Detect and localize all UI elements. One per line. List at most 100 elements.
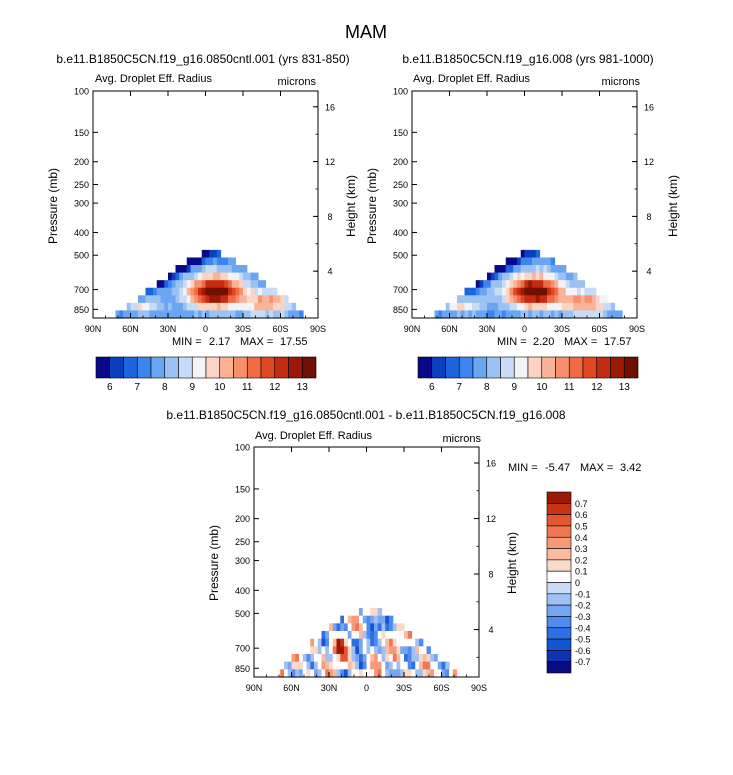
field-cell [468,310,473,319]
field-cell [592,310,597,319]
colorbar-box [546,536,572,549]
field-cell [265,302,270,312]
field-cell [415,638,420,647]
field-cell [573,310,578,319]
field-cell [231,310,237,319]
field-cell [273,302,278,312]
colorbar-box [150,356,166,379]
colorbar-tick-label: 12 [591,382,603,393]
colorbar-tick-label: 6 [107,382,113,393]
field-cell [325,669,330,678]
field-cell [186,287,192,296]
field-cell [513,302,518,312]
field-cell [141,302,147,312]
max-label: MAX = [580,462,613,474]
field-cell [487,295,492,304]
colorbar-box [445,356,460,379]
field-cell [164,295,169,304]
field-cell [475,295,481,304]
field-cell [385,646,390,655]
field-cell [306,661,311,670]
field-cell [254,287,259,296]
field-cell [494,287,499,296]
colorbar-box [555,356,570,379]
field-cell [224,257,229,266]
field-cell [535,302,541,312]
field-cell [317,654,323,663]
field-cell [573,280,578,289]
colorbar-box [123,356,138,379]
field-cell [569,280,574,289]
field-cell [239,310,244,319]
field-cell [209,280,214,289]
field-cell [220,272,225,281]
y2-tick-label: 12 [644,157,654,167]
field-cell [565,302,571,312]
colorbar-box [546,650,572,662]
field-cell [321,638,326,647]
y-tick-label: 300 [393,199,408,209]
field-cell [535,257,541,266]
field-cell [220,295,225,304]
colorbar-box [500,356,515,379]
field-cell [261,280,267,289]
y2-tick-label: 16 [325,102,335,112]
y-tick-label: 100 [74,87,89,97]
field-cell [532,287,537,296]
field-cell [460,302,466,312]
field-cell [422,669,428,678]
field-cell [190,310,195,319]
field-cell [183,287,188,296]
field-cell [520,295,526,304]
y2-tick-label: 12 [325,157,335,167]
field-cell [509,310,514,319]
field-cell [419,646,424,655]
field-cell [134,310,139,319]
colorbar-tick-label: 12 [269,382,281,393]
field-cell [183,295,188,304]
field-cell [580,295,586,304]
y-tick-label: 400 [393,228,408,238]
colorbar-box [546,627,572,640]
field-cell [381,669,386,678]
colorbar-box [164,356,179,379]
field-cell [258,310,263,319]
y-tick-label: 500 [235,609,250,619]
field-cell [321,631,326,640]
field-cell [329,654,334,663]
field-cell [160,310,165,319]
field-cell [520,265,526,274]
field-cell [389,638,394,647]
panel-subtitle-left: Avg. Droplet Eff. Radius [413,73,530,85]
field-cell [171,287,177,296]
field-cell [411,669,416,678]
colorbar-box [472,356,488,379]
field-cell [310,646,315,655]
field-cell [419,638,424,647]
field-cell [487,280,492,289]
field-cell [250,302,255,312]
field-cell [213,280,218,289]
y-axis-label: Pressure (mb) [365,168,379,244]
field-cell [502,287,507,296]
field-cell [168,280,173,289]
field-cell [539,287,544,296]
field-cell [543,295,548,304]
field-cell [228,272,233,281]
field-cell [610,302,616,312]
field-cell [145,302,150,312]
field-cell [569,310,574,319]
field-cell [205,310,210,319]
field-cell [351,623,356,632]
field-cell [550,265,556,274]
field-cell [502,265,507,274]
field-cell [183,265,188,274]
field-cell [291,661,296,670]
y-tick-label: 200 [393,157,408,167]
colorbar-box [458,356,474,379]
field-cell [532,265,537,274]
y2-axis-label: Height (km) [344,175,358,237]
field-cell [149,287,154,296]
minmax-stats: MIN = 2.20 MAX = 17.57 [497,336,632,348]
field-cell [273,287,278,296]
